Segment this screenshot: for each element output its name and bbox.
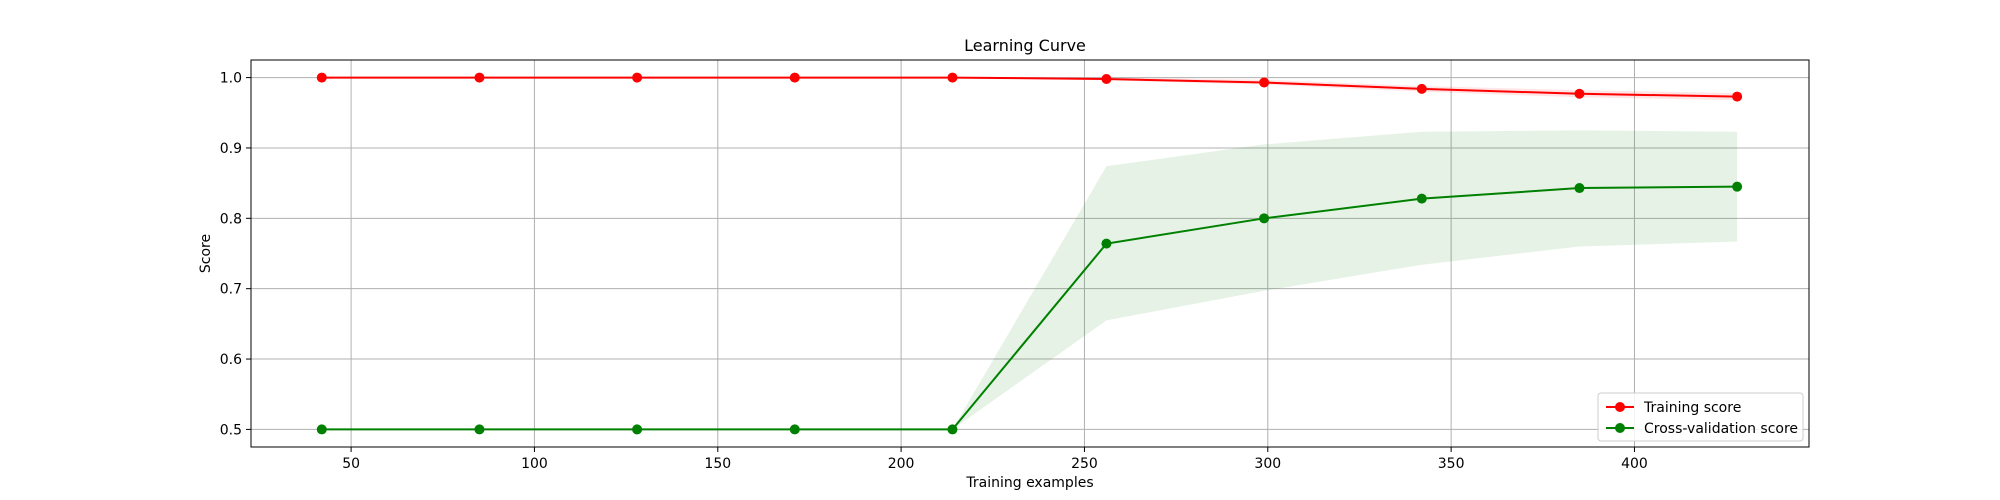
x-tick-label: 300 xyxy=(1254,456,1281,472)
y-axis-title: Score xyxy=(198,234,214,273)
series-1-point xyxy=(1416,193,1427,204)
x-tick-label: 100 xyxy=(521,456,548,472)
series-0-point xyxy=(316,72,327,83)
series-1-confidence-band xyxy=(321,130,1738,430)
legend-marker-swatch xyxy=(1615,402,1625,412)
y-tick-label: 1.0 xyxy=(220,71,242,87)
series-0-point xyxy=(1416,83,1427,94)
x-tick-label: 200 xyxy=(888,456,915,472)
x-tick-label: 250 xyxy=(1071,456,1098,472)
series-0-point xyxy=(789,72,800,83)
series-0-line xyxy=(321,76,1738,98)
series-lines xyxy=(321,76,1738,431)
series-1-point xyxy=(316,424,327,435)
x-tick-label: 350 xyxy=(1438,456,1465,472)
series-1-point xyxy=(474,424,485,435)
x-axis-title: Training examples xyxy=(965,475,1093,491)
x-tick-label: 150 xyxy=(704,456,731,472)
series-1-point xyxy=(789,424,800,435)
series-1-line xyxy=(321,185,1738,431)
legend-box xyxy=(1597,392,1804,442)
y-tick-label: 0.5 xyxy=(220,422,242,438)
y-tick-label: 0.7 xyxy=(220,282,242,298)
plot-frame xyxy=(250,59,1810,448)
series-1-point xyxy=(632,424,643,435)
y-tick-label: 0.8 xyxy=(220,211,242,227)
series-1-point xyxy=(1732,181,1743,192)
series-1-point xyxy=(1101,238,1112,249)
series-markers xyxy=(316,72,1743,435)
y-tick-label: 0.6 xyxy=(220,352,242,368)
series-0-point xyxy=(474,72,485,83)
series-1-point xyxy=(947,424,958,435)
x-tick-label: 50 xyxy=(342,456,360,472)
legend-label: Training score xyxy=(1643,400,1741,416)
chart-title: Learning Curve xyxy=(964,36,1086,55)
legend-label: Cross-validation score xyxy=(1644,421,1798,437)
y-tick-label: 0.9 xyxy=(220,141,242,157)
legend-marker-swatch xyxy=(1615,423,1625,433)
axis-ticks: 50 100 150 200 250 300 350 400 0.5 0.6 0.7 0.8 0.9 1.… xyxy=(220,71,1648,472)
series-0-point xyxy=(632,72,643,83)
legend: Training score Cross-validation score xyxy=(1597,392,1804,442)
series-0-point xyxy=(1732,91,1743,102)
series-0-point xyxy=(1259,77,1270,88)
confidence-bands xyxy=(321,77,1738,430)
series-1-point xyxy=(1574,183,1585,194)
series-0-confidence-band xyxy=(321,77,1738,101)
series-0-point xyxy=(947,72,958,83)
series-1-point xyxy=(1259,213,1270,224)
series-0-point xyxy=(1574,88,1585,99)
series-0-point xyxy=(1101,73,1112,84)
x-tick-label: 400 xyxy=(1621,456,1648,472)
